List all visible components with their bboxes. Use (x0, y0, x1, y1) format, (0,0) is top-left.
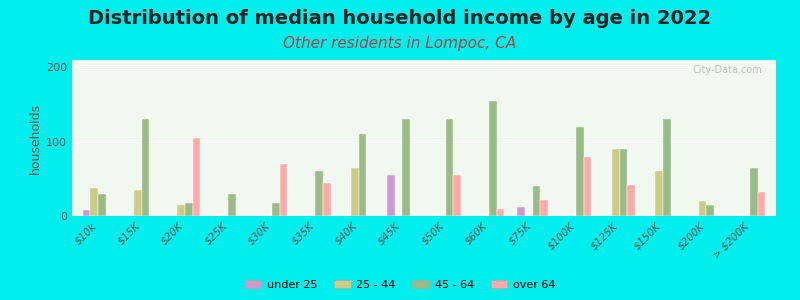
Bar (619, 149, 627, 216)
Bar (90, 188, 98, 216)
Bar (402, 119, 410, 216)
Bar (193, 138, 200, 216)
Text: Other residents in Lompoc, CA: Other residents in Lompoc, CA (283, 36, 517, 51)
Bar (134, 190, 142, 216)
Bar (185, 202, 193, 216)
Bar (655, 171, 663, 216)
Text: Distribution of median household income by age in 2022: Distribution of median household income … (89, 9, 711, 28)
Bar (627, 185, 634, 216)
Bar (279, 164, 287, 216)
Bar (750, 168, 758, 216)
Bar (83, 210, 90, 216)
Y-axis label: households: households (29, 102, 42, 174)
Bar (758, 192, 765, 216)
Bar (359, 134, 366, 216)
Text: City-Data.com: City-Data.com (692, 65, 762, 75)
Bar (454, 175, 461, 216)
Bar (98, 194, 106, 216)
Bar (229, 194, 236, 216)
Bar (663, 119, 670, 216)
Bar (142, 119, 149, 216)
Bar (446, 119, 454, 216)
Bar (387, 175, 394, 216)
Bar (584, 157, 591, 216)
Bar (315, 171, 323, 216)
Bar (489, 101, 497, 216)
Bar (533, 186, 540, 216)
Bar (351, 168, 359, 216)
Bar (699, 201, 706, 216)
Bar (576, 127, 584, 216)
Bar (323, 183, 330, 216)
Bar (272, 202, 279, 216)
Bar (612, 149, 619, 216)
Bar (178, 205, 185, 216)
Bar (706, 205, 714, 216)
Bar (518, 207, 525, 216)
Legend: under 25, 25 - 44, 45 - 64, over 64: under 25, 25 - 44, 45 - 64, over 64 (240, 276, 560, 294)
Bar (540, 200, 548, 216)
Bar (497, 208, 504, 216)
